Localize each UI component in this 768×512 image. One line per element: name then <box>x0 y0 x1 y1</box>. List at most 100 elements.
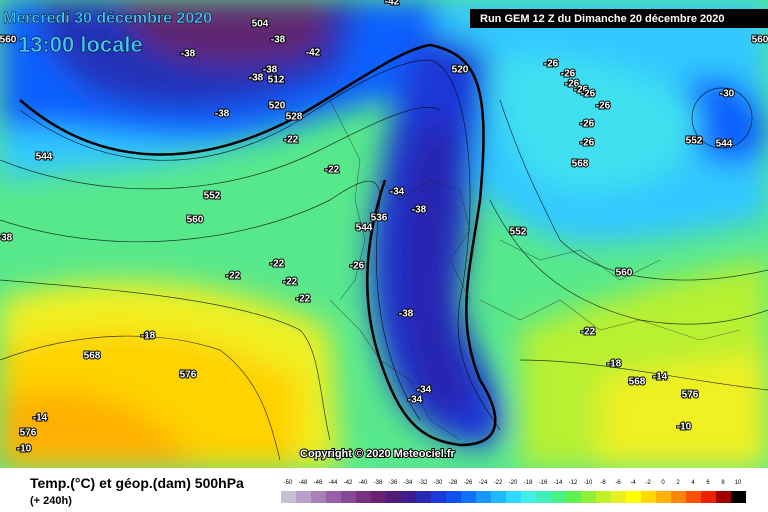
scale-swatch <box>716 491 731 503</box>
scale-swatch <box>536 491 551 503</box>
map-label: 568 <box>572 159 589 170</box>
map-label: 536 <box>371 213 388 224</box>
map-label: -26 <box>544 59 559 70</box>
map-labels: 504-38-38-42-38-38 512520528-38-22544-225… <box>0 0 768 456</box>
scale-swatch <box>641 491 656 503</box>
scale-swatch <box>686 491 701 503</box>
map-label: -22 <box>270 259 285 270</box>
scale-label: 4 <box>691 480 695 486</box>
copyright: Copyright © 2020 Meteociel.fr <box>300 448 456 460</box>
map-label: -26 <box>574 85 589 96</box>
map-label: -34 <box>417 385 432 396</box>
map-label: -34 <box>408 395 423 406</box>
map-label: -38 <box>0 233 13 244</box>
map-label: -42 <box>385 0 400 8</box>
map-label: -22 <box>581 327 596 338</box>
scale-label: 6 <box>706 480 710 486</box>
map-label: -38 <box>263 65 278 76</box>
scale-label: -2 <box>645 480 651 486</box>
scale-swatch <box>356 491 371 503</box>
scale-label: -6 <box>615 480 621 486</box>
scale-label: -18 <box>524 480 533 486</box>
scale-label: 8 <box>721 480 725 486</box>
map-label: 560 <box>0 35 17 46</box>
color-scale: -50 -48 -46 -44 -42 -40 -38 -36 -34 -32 -30 -28 -26-… <box>281 480 746 503</box>
scale-label: -30 <box>434 480 443 486</box>
coastlines <box>329 99 741 441</box>
scale-swatch <box>296 491 311 503</box>
map-label: -14 <box>33 413 48 424</box>
footer-title: Temp.(°C) et géop.(dam) 500hPa <box>30 475 244 491</box>
map-label: -10 <box>677 422 692 433</box>
scale-label: -28 <box>449 480 458 486</box>
map-label: -26 <box>561 69 576 80</box>
map-label: -38 <box>249 73 264 84</box>
footer-lead: (+ 240h) <box>30 495 72 507</box>
scale-label: -46 <box>314 480 323 486</box>
map-label: -26 <box>580 119 595 130</box>
map-label: -22 <box>296 294 311 305</box>
run-box <box>470 9 768 28</box>
map-label: -42 <box>306 48 321 59</box>
scale-swatch <box>371 491 386 503</box>
scale-label: -40 <box>359 480 368 486</box>
map-label: 560 <box>187 215 204 226</box>
scale-label: -4 <box>630 480 636 486</box>
field <box>0 0 768 468</box>
scale-label: -24 <box>479 480 488 486</box>
time: 13:00 locale <box>18 32 143 57</box>
scale-swatch <box>326 491 341 503</box>
map-label: 552 <box>510 227 527 238</box>
scale-swatch <box>626 491 641 503</box>
map-label: -34 <box>390 187 405 198</box>
scale-label: -32 <box>419 480 428 486</box>
map-label: 512 <box>268 75 285 86</box>
scale-label: -16 <box>539 480 548 486</box>
jet-contour <box>19 43 497 447</box>
scale-swatch <box>701 491 716 503</box>
scale-label: -48 <box>299 480 308 486</box>
scale-swatch <box>431 491 446 503</box>
scale-label: -14 <box>554 480 563 486</box>
map-label: -30 <box>720 89 735 100</box>
map-label: -26 <box>596 101 611 112</box>
scale-swatch <box>566 491 581 503</box>
scale-label: -36 <box>389 480 398 486</box>
scale-label: 0 <box>661 480 665 486</box>
scale-swatch <box>281 491 296 503</box>
map-label: -14 <box>653 372 668 383</box>
scale-label: -12 <box>569 480 578 486</box>
map-label: -38 <box>271 35 286 46</box>
scale-label: -38 <box>374 480 383 486</box>
scale-swatch <box>581 491 596 503</box>
scale-label: -26 <box>464 480 473 486</box>
scale-label: -22 <box>494 480 503 486</box>
map-label: -38 <box>399 309 414 320</box>
map-label: -26 <box>350 261 365 272</box>
scale-swatch <box>671 491 686 503</box>
scale-swatch <box>596 491 611 503</box>
scale-swatch <box>446 491 461 503</box>
scale-swatch <box>311 491 326 503</box>
scale-swatch <box>401 491 416 503</box>
map-label: -10 <box>17 444 32 455</box>
scale-swatch <box>656 491 671 503</box>
map-label: -26 <box>581 89 596 100</box>
scale-swatch <box>521 491 536 503</box>
map-label: 576 <box>682 390 699 401</box>
map-label: 576 <box>180 370 197 381</box>
footer-bg <box>0 468 768 512</box>
map-label: -18 <box>141 331 156 342</box>
map-label: -26 <box>565 79 580 90</box>
scale-label: -10 <box>584 480 593 486</box>
map-label: -22 <box>283 277 298 288</box>
scale-swatch <box>341 491 356 503</box>
map-label: -22 <box>325 165 340 176</box>
scale-label: -44 <box>329 480 338 486</box>
map-label: 552 <box>204 191 221 202</box>
run: Run GEM 12 Z du Dimanche 20 décembre 202… <box>480 13 725 25</box>
scale-label: -50 <box>284 480 293 486</box>
scale-swatch <box>416 491 431 503</box>
scale-swatch <box>611 491 626 503</box>
